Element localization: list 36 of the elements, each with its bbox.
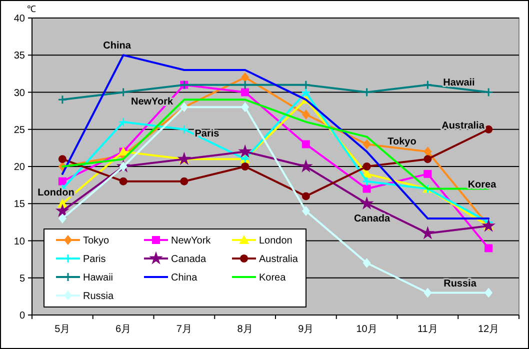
y-tick-label: 25 (14, 124, 26, 136)
y-tick-label: 5 (19, 273, 26, 284)
y-tick-label: 10 (14, 236, 26, 248)
y-tick-label: 0 (19, 310, 26, 322)
annotation: Hawaii (443, 78, 476, 88)
y-axis-title: ℃ (27, 4, 36, 14)
legend-label: Hawaii (83, 272, 114, 284)
x-tick-label: 7月 (176, 324, 192, 335)
legend-label: Tokyo (83, 236, 110, 246)
x-tick-label: 10月 (356, 324, 378, 335)
legend-label: Australia (259, 254, 298, 265)
y-tick-label: 40 (14, 14, 26, 24)
y-tick-label: 30 (14, 88, 26, 99)
annotation: Canada (354, 214, 390, 224)
annotation: Tokyo (388, 136, 416, 148)
x-tick-label: 5月 (54, 324, 70, 335)
legend-label: Korea (259, 272, 286, 284)
annotation: Korea (468, 180, 497, 190)
x-tick-label: 8月 (237, 324, 253, 335)
annotation: Paris (194, 128, 220, 140)
legend-label: London (259, 236, 292, 246)
legend-label: NewYork (171, 236, 212, 246)
annotation: China (103, 40, 132, 52)
x-tick-label: 12月 (478, 324, 500, 335)
legend-label: China (171, 272, 198, 284)
y-tick-label: 20 (14, 162, 26, 173)
x-tick-label: 6月 (116, 324, 132, 335)
legend-label: Paris (83, 254, 106, 265)
legend-label: Russia (83, 291, 114, 302)
x-tick-label: 9月 (298, 324, 314, 335)
x-tick-label: 11月 (417, 324, 438, 335)
annotation: Russia (444, 278, 477, 290)
y-tick-label: 35 (14, 50, 26, 62)
y-tick-label: 15 (14, 199, 26, 210)
legend-label: Canada (171, 254, 206, 265)
annotation: Australia (442, 120, 485, 132)
